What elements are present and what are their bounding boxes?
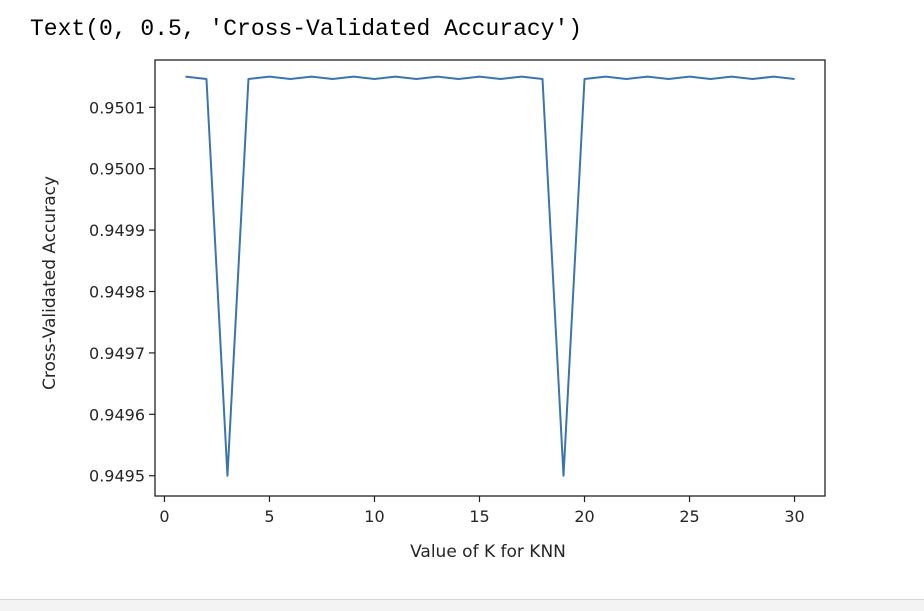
- y-tick-label: 0.9495: [89, 467, 145, 486]
- x-tick-label: 5: [264, 507, 274, 526]
- x-tick-label: 0: [159, 507, 169, 526]
- line-chart: 0 5 10 15 20 25 30 0.9495 0.9496 0.9497 0.9498 0.94…: [40, 59, 826, 562]
- x-tick-label: 30: [784, 507, 804, 526]
- y-tick-label: 0.9497: [89, 344, 145, 363]
- y-tick-label: 0.9499: [89, 221, 145, 240]
- x-tick-label: 25: [679, 507, 699, 526]
- y-axis-label: Cross-Validated Accuracy: [40, 176, 60, 390]
- axes: 0 5 10 15 20 25 30 0.9495 0.9496 0.9497 0.9498 0.94…: [89, 59, 826, 526]
- plot-background: [155, 60, 825, 496]
- cell-output-text: Text(0, 0.5, 'Cross-Validated Accuracy'): [30, 16, 583, 42]
- series-line-1: [185, 75, 795, 477]
- x-axis-label: Value of K for KNN: [410, 542, 566, 562]
- x-tick-label: 20: [574, 507, 594, 526]
- x-tick-label: 10: [364, 507, 384, 526]
- plot-area: [155, 60, 825, 496]
- y-tick-label: 0.9500: [89, 160, 145, 179]
- y-tick-label: 0.9501: [89, 98, 145, 117]
- y-tick-label: 0.9496: [89, 405, 145, 424]
- y-tick-label: 0.9498: [89, 283, 145, 302]
- axes-frame: [154, 59, 826, 497]
- cell-divider: [0, 599, 924, 611]
- x-tick-label: 15: [469, 507, 489, 526]
